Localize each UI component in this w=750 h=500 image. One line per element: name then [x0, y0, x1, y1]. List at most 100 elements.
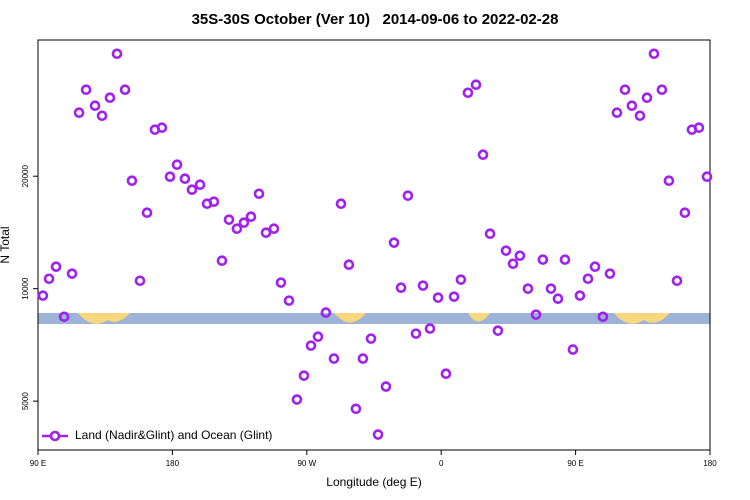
point	[611, 107, 623, 118]
land-band	[38, 313, 710, 324]
point	[298, 370, 310, 381]
point	[417, 280, 429, 291]
point	[671, 275, 683, 287]
point	[343, 259, 355, 271]
point	[66, 268, 78, 279]
point	[537, 254, 549, 265]
point	[514, 250, 526, 262]
point	[50, 261, 62, 273]
legend-marker	[49, 430, 61, 442]
point	[194, 179, 206, 190]
point	[656, 84, 668, 96]
point	[365, 333, 377, 344]
point	[552, 293, 564, 305]
point	[126, 175, 138, 187]
point	[388, 237, 400, 248]
point	[492, 325, 504, 336]
point	[275, 277, 287, 288]
point	[305, 340, 317, 351]
point	[260, 227, 272, 238]
point	[164, 171, 176, 182]
point	[253, 188, 265, 200]
point	[462, 87, 474, 99]
point	[96, 110, 108, 122]
point	[380, 381, 392, 392]
point	[208, 196, 220, 208]
point	[597, 311, 609, 323]
y-tick-label: 20000	[21, 165, 30, 188]
point	[545, 283, 557, 294]
point	[179, 173, 191, 185]
point	[43, 273, 55, 285]
chart-title: 35S-30S October (Ver 10) 2014-09-06 to 2…	[192, 11, 559, 28]
point	[679, 207, 691, 219]
point	[484, 228, 496, 240]
point	[648, 48, 660, 60]
plot-frame	[37, 39, 711, 451]
point	[477, 149, 489, 161]
point	[104, 92, 116, 104]
point	[663, 175, 675, 187]
point	[171, 159, 183, 170]
point	[448, 291, 460, 302]
y-axis-label: N Total	[0, 226, 12, 263]
point	[582, 273, 594, 285]
point	[119, 84, 131, 96]
x-axis-label: Longitude (deg E)	[326, 475, 421, 489]
point	[567, 344, 579, 355]
point	[156, 122, 168, 133]
point	[402, 190, 414, 201]
point	[500, 245, 512, 256]
point	[357, 353, 369, 364]
land-patch	[334, 313, 366, 323]
point	[589, 261, 601, 273]
point	[320, 307, 332, 318]
point	[216, 255, 228, 267]
land-patch	[468, 313, 490, 322]
y-tick-label: 5000	[21, 392, 30, 410]
point	[335, 198, 347, 210]
point	[73, 107, 85, 118]
x-tick-label: 0	[439, 459, 444, 468]
point	[80, 84, 92, 96]
point	[604, 268, 616, 279]
x-tick-label: 180	[703, 459, 717, 468]
point	[626, 100, 638, 112]
point	[574, 290, 586, 301]
point	[634, 110, 646, 122]
point	[693, 122, 705, 133]
point	[530, 309, 542, 320]
point	[238, 217, 250, 228]
point	[37, 290, 49, 301]
land-patch	[614, 313, 670, 324]
legend-label: Land (Nadir&Glint) and Ocean (Glint)	[75, 428, 272, 442]
x-tick-label: 180	[166, 459, 180, 468]
point	[470, 79, 482, 91]
point	[372, 429, 384, 440]
point	[111, 48, 123, 60]
point	[701, 171, 713, 182]
point	[231, 223, 243, 235]
point	[395, 282, 407, 294]
x-tick-label: 90 W	[297, 459, 316, 468]
point	[440, 368, 452, 380]
point	[350, 403, 362, 415]
point	[507, 258, 519, 270]
y-tick-label: 10000	[21, 277, 30, 300]
x-tick-label: 90 E	[567, 459, 583, 468]
point	[186, 184, 198, 196]
point	[134, 275, 146, 287]
land-patch	[78, 313, 130, 324]
point	[58, 311, 70, 323]
ocean-band	[38, 313, 710, 324]
point	[223, 214, 235, 225]
point	[89, 100, 101, 112]
point	[424, 323, 436, 334]
point	[291, 394, 303, 405]
point	[245, 211, 257, 223]
x-tick-label: 90 E	[30, 459, 46, 468]
point	[641, 92, 653, 104]
point	[283, 295, 295, 306]
point	[619, 84, 631, 96]
